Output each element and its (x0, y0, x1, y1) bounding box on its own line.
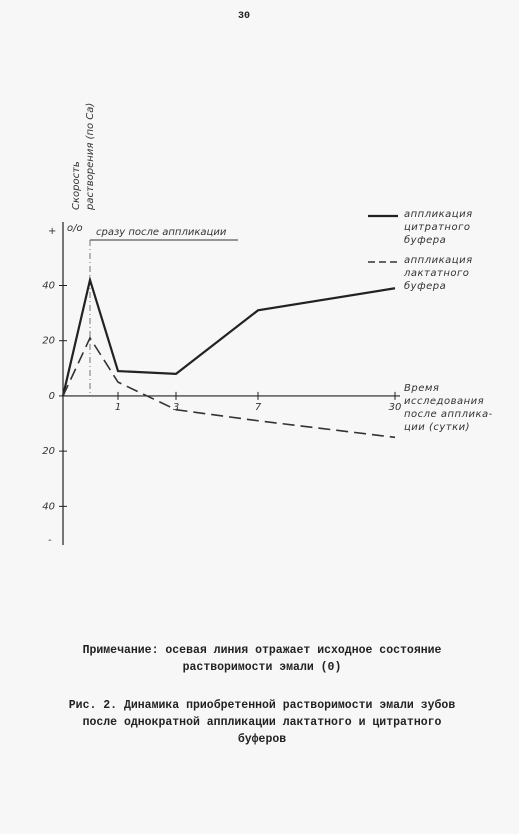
x-tick-label: 3 (173, 402, 179, 413)
y-unit: о/о (67, 223, 83, 234)
x-tick-label: 1 (115, 402, 121, 413)
legend-label: аппликация цитратного буфера (404, 209, 473, 246)
legend-label: аппликация лактатного буфера (404, 255, 473, 292)
y-tick-label: 40 (42, 280, 55, 291)
series-line (61, 275, 396, 397)
y-tick-label: 20 (42, 336, 55, 347)
chart: Скорость растворения (по Са) о/о + - сра… (42, 103, 402, 546)
annotation: сразу после аппликации (96, 227, 227, 238)
y-tick-label: 40 (42, 501, 55, 512)
caption: Рис. 2. Динамика приобретенной растворим… (68, 699, 456, 746)
y-tick-label: 0 (49, 391, 55, 402)
y-label: растворения (по Са) (85, 103, 96, 211)
y-tick-label: 20 (42, 446, 55, 457)
y-label: Скорость (71, 161, 82, 210)
y-plus: + (48, 226, 56, 237)
page-number: 30 (238, 11, 251, 22)
note: Примечание: осевая линия отражает исходн… (82, 644, 442, 674)
x-tick-label: 7 (255, 402, 262, 413)
series-line (62, 336, 396, 439)
x-tick-label: 30 (389, 402, 402, 413)
x-label: Время исследования после апплика- ции (с… (404, 383, 493, 433)
y-minus: - (48, 535, 52, 546)
